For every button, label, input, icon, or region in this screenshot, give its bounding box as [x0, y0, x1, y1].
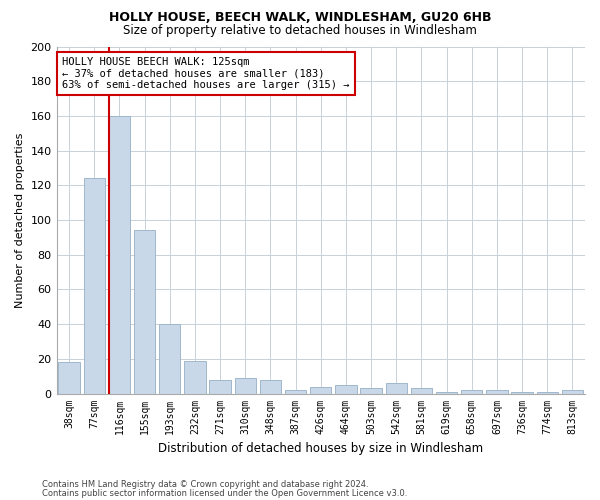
Bar — [260, 380, 281, 394]
Bar — [335, 385, 356, 394]
Bar — [536, 392, 558, 394]
Bar — [184, 360, 206, 394]
Bar — [562, 390, 583, 394]
Bar — [235, 378, 256, 394]
Y-axis label: Number of detached properties: Number of detached properties — [15, 132, 25, 308]
Text: Size of property relative to detached houses in Windlesham: Size of property relative to detached ho… — [123, 24, 477, 37]
X-axis label: Distribution of detached houses by size in Windlesham: Distribution of detached houses by size … — [158, 442, 484, 455]
Bar — [386, 383, 407, 394]
Bar — [209, 380, 231, 394]
Text: HOLLY HOUSE, BEECH WALK, WINDLESHAM, GU20 6HB: HOLLY HOUSE, BEECH WALK, WINDLESHAM, GU2… — [109, 11, 491, 24]
Text: Contains public sector information licensed under the Open Government Licence v3: Contains public sector information licen… — [42, 489, 407, 498]
Bar — [486, 390, 508, 394]
Bar — [83, 178, 105, 394]
Bar — [159, 324, 181, 394]
Bar — [511, 392, 533, 394]
Bar — [109, 116, 130, 394]
Bar — [361, 388, 382, 394]
Bar — [461, 390, 482, 394]
Bar — [134, 230, 155, 394]
Bar — [285, 390, 307, 394]
Text: HOLLY HOUSE BEECH WALK: 125sqm
← 37% of detached houses are smaller (183)
63% of: HOLLY HOUSE BEECH WALK: 125sqm ← 37% of … — [62, 57, 349, 90]
Bar — [58, 362, 80, 394]
Bar — [310, 386, 331, 394]
Bar — [436, 392, 457, 394]
Text: Contains HM Land Registry data © Crown copyright and database right 2024.: Contains HM Land Registry data © Crown c… — [42, 480, 368, 489]
Bar — [411, 388, 432, 394]
